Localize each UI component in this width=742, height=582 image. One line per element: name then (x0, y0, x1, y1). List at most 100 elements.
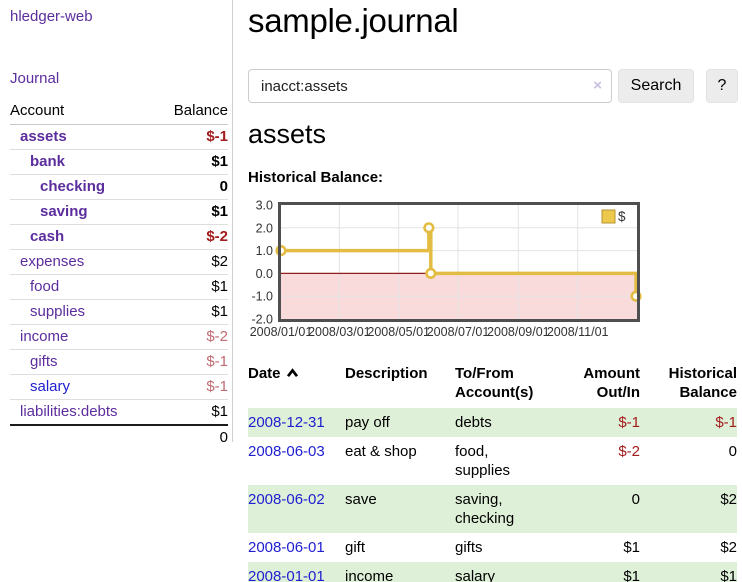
account-link[interactable]: salary (30, 378, 71, 395)
transaction-date-link[interactable]: 2008-12-31 (248, 414, 325, 431)
account-row: bank $1 (10, 149, 228, 175)
clear-search-icon[interactable]: × (593, 77, 602, 94)
register-header: Description (345, 365, 428, 382)
table-row: 2008-06-01 gift gifts $1 $2 (248, 533, 737, 562)
account-row: assets $-1 (10, 124, 228, 150)
transaction-date-link[interactable]: 2008-06-02 (248, 491, 325, 508)
account-balance: $1 (154, 299, 228, 325)
search-input[interactable] (248, 69, 612, 103)
transaction-amount: $1 (623, 568, 640, 582)
legend-label: $ (618, 209, 626, 224)
transaction-accounts: gifts (455, 539, 483, 556)
transaction-balance: $-1 (715, 414, 737, 431)
transaction-amount: 0 (631, 491, 640, 508)
svg-text:1.0: 1.0 (256, 244, 273, 258)
chevron-up-icon (286, 368, 298, 378)
accounts-total-value: 0 (219, 429, 228, 446)
account-link[interactable]: expenses (20, 253, 85, 270)
transaction-date-link[interactable]: 2008-06-03 (248, 443, 325, 460)
svg-text:0.0: 0.0 (256, 267, 273, 281)
account-balance: $-1 (154, 374, 228, 400)
transaction-amount: $1 (623, 539, 640, 556)
search-box: × (248, 69, 612, 103)
transaction-description: save (345, 491, 377, 508)
account-link[interactable]: income (20, 328, 69, 345)
svg-text:-2.0: -2.0 (251, 313, 273, 327)
account-balance: $-1 (154, 124, 228, 150)
account-heading: assets (248, 119, 327, 149)
table-row: 2008-01-01 income salary $1 $1 (248, 562, 737, 582)
page-title: sample.journal (248, 2, 459, 39)
account-balance: $-2 (154, 324, 228, 350)
account-row: liabilities:debts $1 (10, 399, 228, 426)
search-button[interactable]: Search (618, 69, 694, 103)
svg-text:2008/03/01: 2008/03/01 (308, 325, 371, 339)
brand-link[interactable]: hledger-web (10, 8, 93, 25)
transaction-balance: $2 (720, 491, 737, 508)
account-link[interactable]: assets (20, 128, 67, 145)
account-balance: 0 (154, 174, 228, 200)
account-row: saving $1 (10, 199, 228, 225)
register-header: Amount Out/In (583, 365, 640, 401)
account-row: supplies $1 (10, 299, 228, 325)
transaction-date-link[interactable]: 2008-01-01 (248, 568, 325, 582)
search-form: × Search ? (248, 69, 742, 103)
transaction-balance: 0 (728, 443, 737, 460)
transaction-description: eat & shop (345, 443, 417, 460)
table-row: 2008-12-31 pay off debts $-1 $-1 (248, 408, 737, 437)
transaction-amount: $-1 (618, 414, 640, 431)
sidebar-item-journal[interactable]: Journal (10, 70, 60, 87)
transaction-description: income (345, 568, 394, 582)
svg-text:-1.0: -1.0 (251, 290, 273, 304)
account-row: gifts $-1 (10, 349, 228, 375)
account-link[interactable]: cash (30, 228, 65, 245)
account-row: income $-2 (10, 324, 228, 350)
account-balance: $-2 (154, 224, 228, 250)
account-link[interactable]: checking (40, 178, 106, 195)
account-row: cash $-2 (10, 224, 228, 250)
account-link[interactable]: bank (30, 153, 66, 170)
account-link[interactable]: gifts (30, 353, 58, 370)
account-row: food $1 (10, 274, 228, 300)
account-balance: $1 (154, 149, 228, 175)
svg-text:2.0: 2.0 (256, 221, 273, 235)
balance-chart[interactable]: $3.0 2.0 1.0 0.0 -1.0 -2.0 2008/01/01 2008/03/0… (248, 199, 658, 346)
table-row: 2008-06-03 eat & shop food, supplies $-2 0 (248, 437, 737, 485)
transaction-date-link[interactable]: 2008-06-01 (248, 539, 325, 556)
register-header[interactable]: Date (248, 362, 345, 408)
transaction-accounts: food, supplies (455, 443, 511, 479)
chart-title: Historical Balance: (248, 169, 384, 186)
account-link[interactable]: liabilities:debts (20, 403, 118, 420)
accounts-table: Account Balance assets $-1 bank $1 checking 0… (10, 98, 228, 450)
account-link[interactable]: saving (40, 203, 88, 220)
svg-text:2008/11/01: 2008/11/01 (547, 325, 609, 339)
svg-text:2008/09/01: 2008/09/01 (487, 325, 550, 339)
accounts-header-balance: Balance (154, 98, 228, 125)
help-button[interactable]: ? (706, 69, 738, 103)
transaction-accounts: salary (455, 568, 496, 582)
account-link[interactable]: food (30, 278, 60, 295)
account-row: salary $-1 (10, 374, 228, 400)
register-header-row: Date Description To/From Account(s) Amount Ou… (248, 362, 737, 408)
svg-text:3.0: 3.0 (256, 199, 273, 213)
account-balance: $2 (154, 249, 228, 275)
register-header: Historical Balance (668, 365, 737, 401)
accounts-tbody: assets $-1 bank $1 checking 0 saving $1 cash $-2 e… (10, 124, 228, 426)
account-link[interactable]: supplies (30, 303, 86, 320)
main-content: sample.journal × Search ? assets Histori… (248, 0, 742, 582)
transaction-description: gift (345, 539, 366, 556)
table-row: 2008-06-02 save saving, checking 0 $2 (248, 485, 737, 533)
chart-svg[interactable]: $3.0 2.0 1.0 0.0 -1.0 -2.02008/01/012008/03/0… (248, 199, 658, 346)
transaction-accounts: debts (455, 414, 492, 431)
accounts-header-account: Account (10, 98, 155, 125)
register-tbody: 2008-12-31 pay off debts $-1 $-1 2008-06-03 ea… (248, 408, 737, 582)
svg-text:2008/05/01: 2008/05/01 (367, 325, 430, 339)
sidebar-divider (232, 0, 233, 442)
account-balance: $-1 (154, 349, 228, 375)
svg-text:2008/01/01: 2008/01/01 (250, 325, 313, 339)
register-header: To/From Account(s) (455, 365, 534, 401)
transaction-accounts: saving, checking (455, 491, 515, 527)
account-balance: $1 (154, 199, 228, 225)
transaction-balance: $2 (720, 539, 737, 556)
